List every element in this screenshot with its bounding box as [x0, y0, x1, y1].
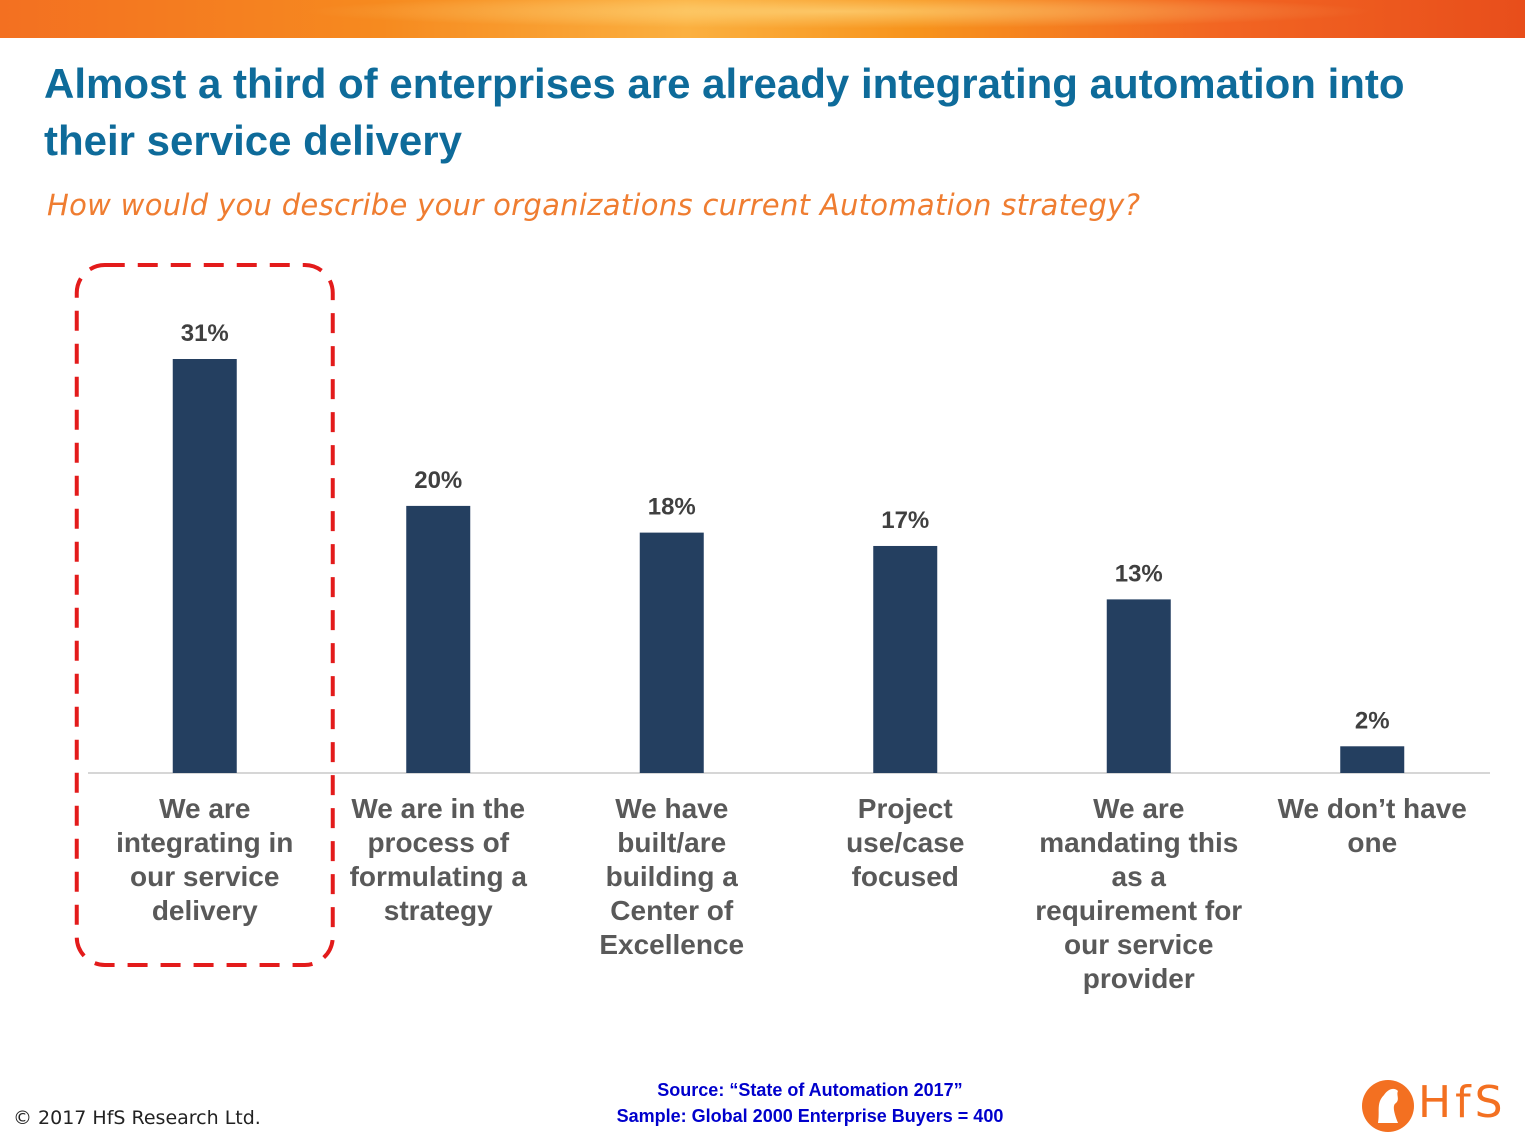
- hfs-logo: HfS: [1360, 1073, 1510, 1135]
- bar-1: [172, 359, 237, 773]
- category-label-5: mandating this: [1039, 827, 1238, 858]
- data-label-1: 31%: [181, 320, 229, 347]
- category-label-6: We don’t have: [1278, 793, 1467, 824]
- category-label-6: one: [1347, 827, 1397, 858]
- category-label-2: formulating a: [350, 861, 528, 892]
- category-label-1: integrating in: [116, 827, 293, 858]
- category-label-2: process of: [367, 827, 509, 858]
- category-label-5: We are: [1093, 793, 1184, 824]
- data-label-6: 2%: [1355, 707, 1390, 734]
- category-label-5: as a: [1112, 861, 1167, 892]
- category-label-5: requirement for: [1035, 895, 1242, 926]
- data-label-4: 17%: [881, 507, 929, 534]
- category-label-3: We have: [615, 793, 728, 824]
- category-label-4: focused: [852, 861, 959, 892]
- category-label-1: We are: [159, 793, 250, 824]
- data-label-5: 13%: [1115, 560, 1163, 587]
- category-label-3: Center of: [610, 895, 734, 926]
- top-banner: [0, 0, 1525, 38]
- chart-subtitle: How would you describe your organization…: [47, 188, 1141, 222]
- category-label-1: our service: [130, 861, 279, 892]
- category-label-2: strategy: [384, 895, 493, 926]
- horse-head-icon: [1362, 1080, 1414, 1132]
- source-line: Source: “State of Automation 2017”: [657, 1080, 963, 1100]
- category-label-2: We are in the: [351, 793, 525, 824]
- logo-text: HfS: [1418, 1077, 1507, 1128]
- data-label-3: 18%: [648, 494, 696, 521]
- category-label-4: use/case: [846, 827, 964, 858]
- bar-4: [873, 545, 938, 773]
- category-label-5: provider: [1083, 963, 1195, 994]
- bar-5: [1106, 599, 1171, 773]
- highlight-box: [74, 263, 335, 967]
- category-label-1: delivery: [152, 895, 258, 926]
- data-label-2: 20%: [414, 467, 462, 494]
- bar-2: [406, 505, 471, 773]
- page-title: Almost a third of enterprises are alread…: [44, 60, 1405, 164]
- category-label-4: Project: [858, 793, 953, 824]
- category-label-3: built/are: [617, 827, 726, 858]
- bar-3: [639, 532, 704, 773]
- copyright-text: © 2017 HfS Research Ltd.: [13, 1107, 261, 1129]
- bar-6: [1340, 746, 1405, 773]
- category-label-3: Excellence: [599, 929, 744, 960]
- category-label-3: building a: [606, 861, 739, 892]
- sample-line: Sample: Global 2000 Enterprise Buyers = …: [616, 1106, 1004, 1126]
- category-label-5: our service: [1064, 929, 1213, 960]
- source-note: Source: “State of Automation 2017” Sampl…: [560, 1077, 1060, 1129]
